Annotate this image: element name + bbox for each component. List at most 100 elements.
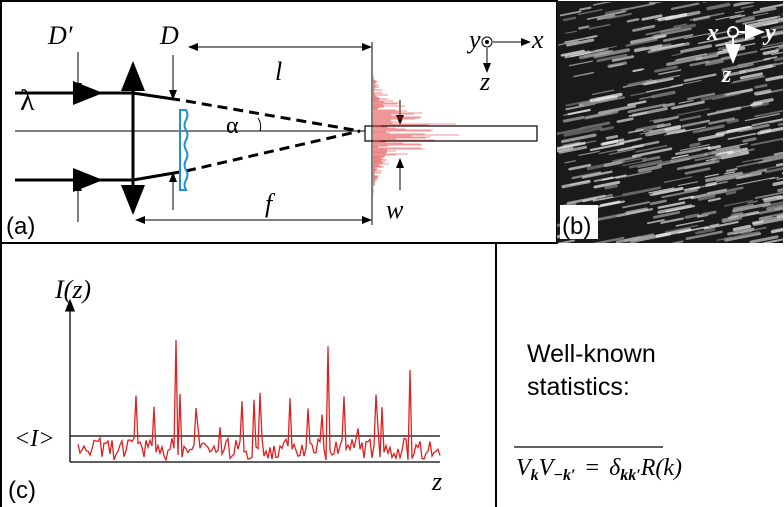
speckle-streak [607, 61, 628, 68]
speckle-streak [771, 51, 783, 56]
speckle-streak [593, 48, 631, 59]
speckle-streak [679, 115, 702, 122]
speckle-streak [697, 194, 716, 201]
speckle-streak [723, 199, 754, 207]
speckle-streak [754, 83, 768, 89]
speckle-streak [741, 12, 769, 19]
speckle-streak [772, 229, 783, 233]
speckle-streak [751, 118, 783, 127]
speckle-streak [637, 164, 662, 173]
speckle-streak [750, 137, 783, 146]
speckle-streak [685, 230, 723, 241]
formula-part: kk′ [620, 467, 641, 484]
speckle-streak [725, 190, 737, 196]
speckle-streak [772, 180, 783, 187]
speckle-streak [727, 132, 757, 140]
speckle-streak [564, 160, 576, 164]
y-axis-label: I(z) [54, 275, 91, 304]
speckle-streak [703, 220, 739, 230]
speckle-streak [638, 95, 654, 100]
label-d-prime: D′ [47, 21, 73, 50]
speckle-streak [598, 104, 637, 115]
panel-label: (a) [6, 213, 35, 240]
speckle-streak [652, 27, 692, 38]
speckle-streak [627, 79, 653, 86]
speckle-streak [581, 170, 613, 179]
speckle-streak [721, 216, 743, 224]
speckle-streak [775, 30, 783, 34]
axis-y: y [762, 20, 776, 46]
speckle-streak [742, 15, 781, 25]
speckle-streak [763, 56, 778, 61]
speckle-streak [723, 231, 761, 242]
speckle-streak [655, 227, 692, 238]
speckle-streak [758, 207, 783, 215]
speckle-streak [761, 215, 783, 221]
speckle-streak [602, 138, 625, 146]
speckle-streak [641, 14, 663, 21]
speckle-streak [689, 60, 710, 67]
speckle-streak [733, 2, 755, 7]
speckle-streak [732, 202, 771, 213]
speckle-streak [566, 194, 606, 205]
speckle-streak [715, 14, 742, 21]
speckle-streak [631, 140, 660, 149]
speckle-streak [701, 93, 727, 101]
panel-label-bg [560, 205, 598, 239]
speckle-streak [622, 201, 650, 209]
speckle-streak [709, 186, 744, 196]
speckle-streak [707, 197, 721, 202]
speckle-streak [601, 174, 627, 181]
speckle-streak [681, 122, 701, 128]
speckle-streak [563, 126, 603, 137]
optics [15, 36, 538, 225]
speckle-streak [675, 219, 704, 227]
speckle-streak [754, 191, 783, 199]
speckle-streak [592, 2, 613, 6]
speckle-streak [764, 167, 783, 174]
speckle-streak [560, 49, 585, 57]
speckle-streak [604, 184, 618, 190]
speckle-streak [654, 65, 678, 73]
speckle-streak [721, 62, 754, 72]
speckle-streak [761, 32, 783, 39]
speckle-streak [724, 171, 736, 175]
speckle-streak [762, 49, 779, 56]
formula: VkV−k′ = δkk′R(k) [516, 455, 682, 484]
speckle-streak [619, 137, 643, 144]
speckle-streak [678, 195, 695, 201]
speckle-streak [627, 129, 644, 134]
speckle-streak [725, 168, 738, 173]
speckle-streak [765, 74, 783, 82]
speckle-streak [742, 137, 757, 143]
speckle-streak [642, 155, 661, 162]
speckle-streak [558, 239, 575, 243]
speckle-streak [684, 167, 711, 175]
speckle-streak [661, 189, 699, 199]
speckle-streak [753, 89, 772, 96]
speckle-streak [776, 46, 783, 51]
speckle-streak [769, 176, 780, 180]
speckle-streak [763, 195, 781, 201]
speckle-streak [736, 176, 776, 186]
speckle-streak [762, 154, 783, 162]
diffuser [179, 109, 189, 191]
speckle-streak [660, 217, 685, 224]
speckle-streak [692, 15, 711, 22]
speckle-streak [569, 180, 590, 186]
speckle-streak [733, 203, 754, 210]
speckle-streak [760, 44, 783, 51]
speckle-streak [598, 148, 621, 155]
speckle-streak [562, 16, 577, 22]
formula-part: k [531, 467, 539, 484]
speckle-streak [732, 75, 764, 83]
axis-x: x [531, 25, 544, 54]
speckle-streak [676, 108, 710, 116]
speckle-streak [657, 201, 686, 209]
speckle-streak [662, 102, 676, 108]
speckle-streak [664, 224, 699, 233]
speckle-streak [617, 155, 642, 162]
speckle-streak [728, 37, 745, 42]
speckle-streak [727, 227, 755, 236]
speckle-streak [749, 235, 779, 243]
